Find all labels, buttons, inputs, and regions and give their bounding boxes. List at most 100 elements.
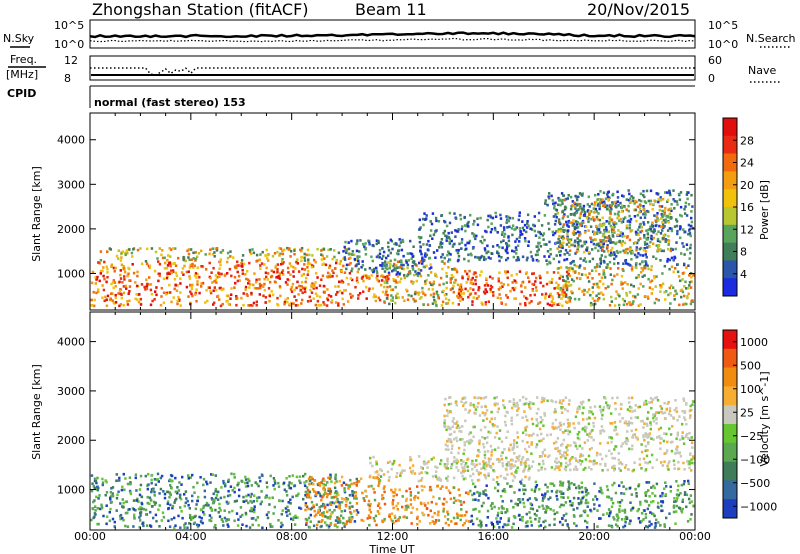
- data-cell: [155, 519, 158, 523]
- data-cell: [135, 293, 138, 296]
- data-cell: [620, 499, 624, 502]
- data-cell: [244, 273, 247, 276]
- data-cell: [349, 510, 352, 514]
- data-cell: [555, 229, 558, 233]
- data-cell: [645, 434, 648, 438]
- data-cell: [490, 507, 494, 510]
- data-cell: [567, 194, 570, 197]
- nsearch-series: [89, 37, 696, 43]
- data-cell: [448, 440, 451, 443]
- data-cell: [619, 201, 622, 205]
- data-cell: [547, 497, 550, 501]
- data-cell: [561, 217, 565, 220]
- data-cell: [323, 257, 326, 260]
- data-cell: [286, 505, 289, 509]
- data-cell: [567, 272, 570, 276]
- data-cell: [102, 288, 106, 292]
- data-cell: [531, 272, 534, 276]
- data-cell: [598, 224, 602, 228]
- data-cell: [187, 295, 190, 298]
- data-cell: [103, 260, 106, 264]
- data-cell: [682, 437, 685, 440]
- data-cell: [508, 216, 512, 220]
- data-cell: [160, 253, 163, 257]
- data-cell: [375, 523, 378, 527]
- data-cell: [274, 266, 277, 269]
- data-cell: [472, 272, 476, 276]
- data-cell: [386, 470, 390, 474]
- data-cell: [372, 267, 376, 271]
- data-cell: [472, 235, 476, 238]
- data-cell: [537, 248, 540, 251]
- data-cell: [170, 518, 173, 521]
- data-cell: [458, 294, 462, 297]
- data-cell: [588, 272, 591, 275]
- data-cell: [539, 416, 542, 419]
- data-cell: [601, 469, 604, 472]
- data-cell: [190, 515, 194, 519]
- data-cell: [209, 290, 212, 293]
- data-cell: [525, 397, 528, 401]
- data-cell: [111, 492, 114, 495]
- data-cell: [137, 300, 141, 304]
- data-cell: [387, 479, 391, 482]
- power-ylabel: Slant Range [km]: [30, 166, 43, 262]
- data-cell: [566, 488, 570, 491]
- data-cell: [535, 276, 538, 280]
- data-cell: [462, 477, 466, 481]
- data-cell: [620, 445, 623, 448]
- data-cell: [241, 265, 244, 268]
- data-cell: [474, 412, 477, 415]
- data-cell: [473, 405, 476, 409]
- data-cell: [641, 260, 644, 264]
- data-cell: [518, 240, 521, 243]
- data-cell: [314, 281, 317, 284]
- data-cell: [323, 303, 326, 306]
- data-cell: [566, 523, 569, 526]
- data-cell: [358, 292, 362, 295]
- data-cell: [587, 250, 591, 254]
- data-cell: [461, 275, 464, 278]
- data-cell: [357, 294, 360, 297]
- data-cell: [664, 417, 667, 421]
- data-cell: [643, 233, 646, 237]
- data-cell: [611, 202, 615, 206]
- data-cell: [418, 272, 421, 275]
- data-cell: [547, 195, 550, 198]
- data-cell: [278, 499, 281, 503]
- data-cell: [543, 214, 547, 217]
- data-cell: [558, 250, 561, 254]
- data-cell: [278, 254, 281, 257]
- data-cell: [644, 260, 647, 263]
- data-cell: [455, 217, 458, 220]
- data-cell: [574, 457, 577, 460]
- data-cell: [641, 254, 645, 257]
- data-cell: [575, 223, 579, 226]
- data-cell: [521, 416, 524, 419]
- data-cell: [271, 254, 275, 258]
- data-cell: [626, 251, 629, 255]
- data-cell: [95, 291, 98, 295]
- data-cell: [423, 254, 427, 257]
- data-cell: [563, 284, 566, 287]
- data-cell: [487, 250, 490, 254]
- data-cell: [110, 265, 113, 268]
- data-cell: [688, 501, 692, 505]
- data-cell: [661, 492, 664, 495]
- data-cell: [573, 468, 576, 471]
- data-cell: [307, 493, 311, 496]
- data-cell: [524, 296, 528, 300]
- data-cell: [244, 481, 247, 485]
- data-cell: [378, 256, 381, 259]
- data-cell: [179, 291, 182, 294]
- data-cell: [411, 266, 415, 270]
- data-cell: [578, 206, 582, 210]
- data-cell: [323, 291, 326, 294]
- data-cell: [512, 522, 515, 526]
- data-cell: [550, 300, 554, 303]
- data-cell: [324, 492, 327, 495]
- data-cell: [153, 503, 157, 506]
- data-cell: [451, 268, 454, 271]
- data-cell: [97, 288, 100, 291]
- data-cell: [546, 203, 549, 207]
